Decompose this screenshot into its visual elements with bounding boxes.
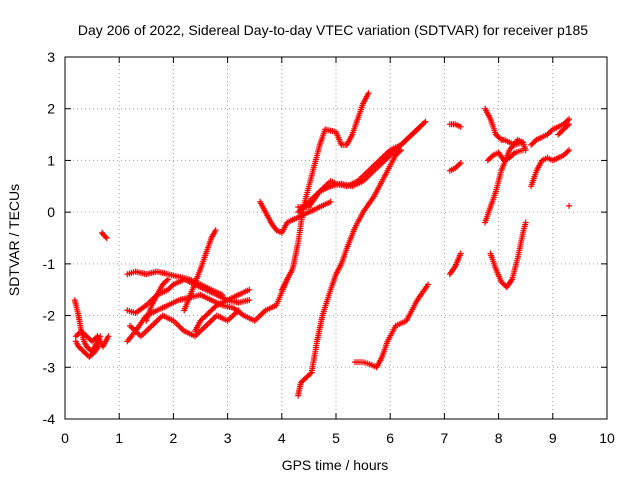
series-12 xyxy=(278,90,372,293)
data-point xyxy=(327,198,334,205)
data-point xyxy=(398,147,404,154)
data-point xyxy=(103,235,110,241)
data-point xyxy=(566,116,573,123)
series-1 xyxy=(72,328,112,350)
x-tick-label: 6 xyxy=(386,430,394,446)
data-point xyxy=(396,148,403,155)
data-point xyxy=(165,276,171,283)
series-23 xyxy=(487,219,529,291)
series-11 xyxy=(257,198,334,236)
data-point xyxy=(566,202,573,209)
series-14 xyxy=(295,121,426,210)
data-point xyxy=(246,286,253,293)
series-24 xyxy=(528,147,573,190)
y-tick-label: -3 xyxy=(43,359,56,375)
data-point xyxy=(522,219,529,226)
series-10 xyxy=(192,297,253,335)
data-point xyxy=(520,139,526,146)
data-point xyxy=(532,138,539,144)
x-tick-label: 1 xyxy=(115,430,123,446)
series-7 xyxy=(127,307,242,340)
data-point xyxy=(457,123,464,130)
data-point xyxy=(564,117,571,124)
data-point xyxy=(90,350,97,357)
data-point xyxy=(564,122,571,129)
x-tick-label: 9 xyxy=(549,430,557,446)
series-8 xyxy=(143,276,171,324)
series-20 xyxy=(482,105,529,154)
series-17 xyxy=(446,121,464,130)
x-tick-label: 2 xyxy=(170,430,178,446)
data-point xyxy=(564,148,571,155)
data-point xyxy=(102,233,109,240)
series-9 xyxy=(181,227,219,314)
grid xyxy=(65,57,607,419)
data-point xyxy=(219,291,226,298)
y-tick-label: 1 xyxy=(47,152,55,168)
series-15 xyxy=(295,147,404,399)
series-25 xyxy=(528,116,573,148)
x-tick-label: 8 xyxy=(495,430,503,446)
series-21 xyxy=(482,136,526,226)
x-tick-label: 5 xyxy=(332,430,340,446)
series-26 xyxy=(555,121,573,138)
y-tick-label: 3 xyxy=(47,49,55,65)
data-point xyxy=(566,147,573,154)
x-tick-label: 10 xyxy=(599,430,615,446)
data-point xyxy=(566,121,573,128)
y-tick-label: -4 xyxy=(43,411,56,427)
chart-title: Day 206 of 2022, Sidereal Day-to-day VTE… xyxy=(78,22,588,38)
series-16 xyxy=(352,281,432,371)
data-point xyxy=(235,307,242,314)
series-18 xyxy=(446,160,464,174)
y-tick-label: -1 xyxy=(43,256,56,272)
x-tick-label: 0 xyxy=(61,430,69,446)
series-2 xyxy=(72,338,102,360)
data-point xyxy=(307,370,314,377)
series-22 xyxy=(484,147,526,164)
series-27 xyxy=(566,202,573,209)
y-tick-label: 0 xyxy=(47,204,55,220)
data-point xyxy=(105,333,112,340)
y-tick-label: -2 xyxy=(43,308,56,324)
data-point xyxy=(425,281,432,288)
x-tick-label: 3 xyxy=(224,430,232,446)
data-point xyxy=(95,343,102,350)
data-point xyxy=(548,127,555,134)
x-tick-label: 7 xyxy=(441,430,449,446)
data-point xyxy=(246,297,253,304)
data-points xyxy=(71,90,573,399)
data-point xyxy=(497,135,503,142)
data-point xyxy=(520,147,526,154)
data-point xyxy=(419,121,426,128)
y-axis-label: SDTVAR / TECUs xyxy=(6,184,22,296)
data-point xyxy=(365,90,372,97)
x-tick-label: 4 xyxy=(278,430,286,446)
data-point xyxy=(457,250,464,257)
series-19 xyxy=(446,250,464,278)
series-3 xyxy=(98,229,110,241)
x-axis-label: GPS time / hours xyxy=(282,457,389,473)
y-tick-label: 2 xyxy=(47,101,55,117)
data-point xyxy=(212,227,219,234)
data-point xyxy=(457,160,464,166)
